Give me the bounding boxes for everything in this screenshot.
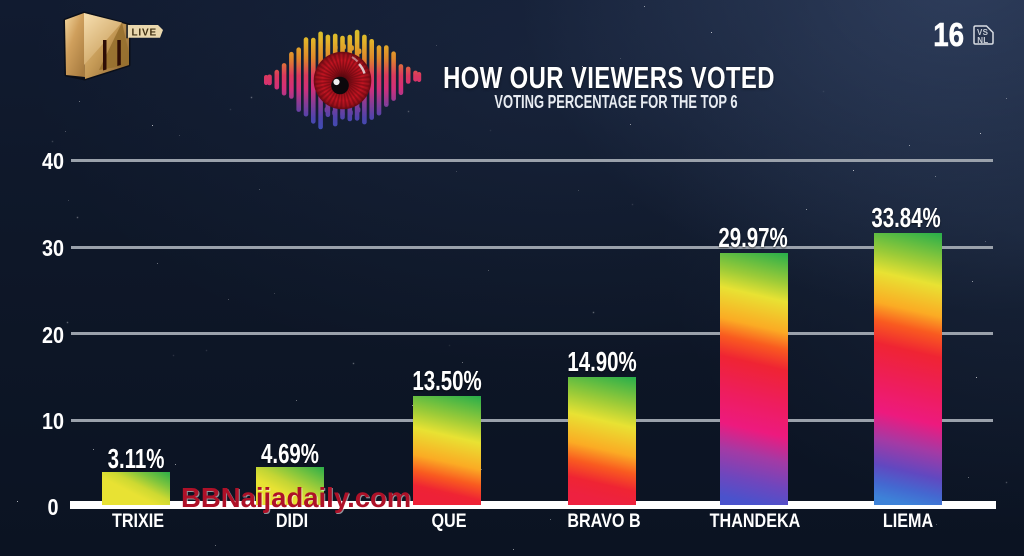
svg-text:NL: NL bbox=[977, 36, 988, 45]
svg-text:VS: VS bbox=[977, 28, 989, 37]
svg-text:LIVE: LIVE bbox=[132, 27, 157, 38]
